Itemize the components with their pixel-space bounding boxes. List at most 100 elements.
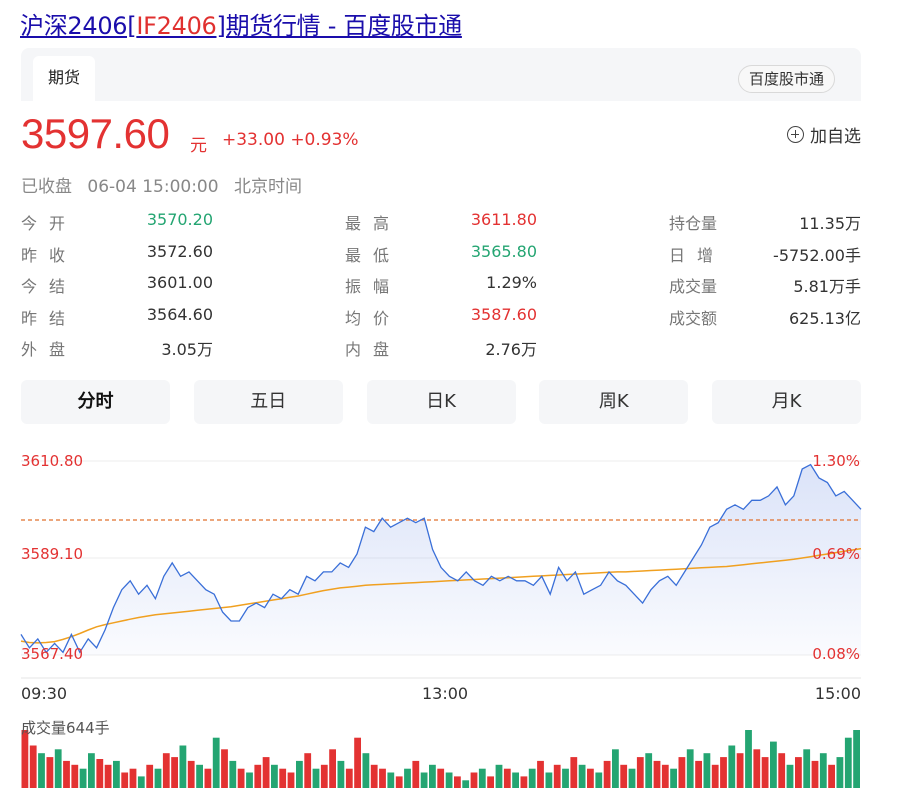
- stat-row: 内盘 2.76万: [345, 336, 537, 366]
- volume-bar: [312, 768, 320, 788]
- volume-bar: [520, 776, 528, 788]
- volume-bar: [528, 768, 536, 788]
- current-price: 3597.60: [21, 110, 170, 157]
- period-tab[interactable]: 分时: [21, 380, 170, 424]
- volume-bar: [803, 749, 811, 788]
- volume-bar: [478, 768, 486, 788]
- stat-value: 11.35万: [799, 214, 861, 233]
- volume-bar: [337, 760, 345, 788]
- add-watchlist-button[interactable]: 加自选: [787, 122, 861, 147]
- volume-bar: [853, 730, 860, 788]
- volume-bar: [828, 764, 835, 788]
- volume-bar: [578, 764, 586, 788]
- volume-bar: [196, 764, 203, 788]
- stat-value: 1.29%: [486, 273, 537, 292]
- stat-row: 最高 3611.80: [345, 210, 537, 240]
- stat-row: 成交量 5.81万手: [669, 273, 861, 303]
- tab-bar: 期货 百度股市通: [21, 48, 861, 101]
- volume-bar: [595, 772, 603, 788]
- volume-bar: [54, 749, 62, 788]
- stat-value: -5752.00手: [773, 245, 861, 265]
- volume-bar: [553, 764, 561, 788]
- stat-value: 625.13亿: [789, 308, 861, 328]
- period-tab[interactable]: 日K: [366, 380, 516, 424]
- volume-bar: [187, 760, 195, 788]
- avg-price-line: [20, 547, 862, 644]
- volume-bar: [703, 753, 711, 788]
- x-tick-start: 09:30: [21, 684, 68, 703]
- volume-bar: [370, 764, 378, 788]
- period-tab[interactable]: 周K: [539, 380, 689, 424]
- volume-bar: [512, 772, 519, 788]
- tab-futures[interactable]: 期货: [33, 56, 95, 101]
- volume-bar: [154, 768, 162, 788]
- stat-row: 今结 3601.00: [21, 273, 213, 303]
- stat-row: 昨收 3572.60: [21, 242, 213, 272]
- volume-bar: [379, 768, 386, 788]
- stat-value: 3611.80: [470, 210, 537, 229]
- period-tab[interactable]: 月K: [712, 380, 861, 424]
- volume-bar: [79, 768, 87, 788]
- price-area: [21, 464, 861, 655]
- volume-bar: [63, 760, 70, 788]
- volume-bar: [320, 764, 328, 788]
- stat-row: 昨结 3564.60: [21, 305, 213, 335]
- volume-bar: [345, 768, 353, 788]
- stat-label: 持仓量: [669, 214, 718, 233]
- stat-row: 均价 3587.60: [345, 305, 537, 335]
- volume-bar: [603, 760, 611, 788]
- stat-row: 日增 -5752.00手: [669, 242, 861, 272]
- volume-bar: [412, 760, 420, 788]
- title-suffix: ]期货行情 - 百度股市通: [216, 12, 463, 40]
- volume-bar: [420, 772, 428, 788]
- volume-bar: [678, 757, 686, 788]
- y-tick-left-bottom: 3567.40: [21, 645, 84, 663]
- volume-bar: [761, 757, 769, 788]
- stat-row: 振幅 1.29%: [345, 273, 537, 303]
- y-tick-right-bottom: 0.08%: [812, 645, 860, 663]
- volume-bar: [753, 749, 761, 788]
- stat-label: 成交额: [669, 308, 718, 328]
- page-title[interactable]: 沪深2406[IF2406]期货行情 - 百度股市通: [20, 6, 462, 41]
- stat-row: 外盘 3.05万: [21, 336, 213, 366]
- volume-bar: [271, 764, 278, 788]
- period-tab[interactable]: 五日: [193, 380, 343, 424]
- status-datetime: 06-04 15:00:00: [87, 177, 219, 197]
- stat-label: 昨结: [21, 308, 78, 328]
- y-tick-right-top: 1.30%: [812, 452, 860, 470]
- stat-value: 3601.00: [146, 273, 213, 292]
- volume-bar: [819, 753, 827, 788]
- volume-bar: [162, 753, 170, 788]
- volume-bar: [237, 768, 245, 788]
- volume-bar: [628, 768, 636, 788]
- volume-bar: [545, 772, 553, 788]
- volume-bar: [212, 737, 220, 788]
- stat-label: 振幅: [345, 277, 402, 296]
- volume-bar: [670, 768, 677, 788]
- volume-bar: [445, 772, 453, 788]
- period-tabs: 分时 五日 日K 周K 月K: [21, 380, 861, 424]
- status-text: 已收盘: [21, 177, 72, 197]
- volume-bar: [362, 753, 370, 788]
- volume-bar: [695, 760, 702, 788]
- stat-label: 内盘: [345, 340, 402, 359]
- y-tick-right-mid: 0.69%: [812, 545, 860, 563]
- brand-badge[interactable]: 百度股市通: [737, 65, 835, 93]
- plus-circle-icon: [787, 126, 804, 143]
- stat-value: 3587.60: [470, 304, 537, 324]
- volume-bar: [653, 760, 661, 788]
- stat-label: 今开: [21, 214, 78, 233]
- volume-bar: [795, 757, 802, 788]
- volume-bar: [304, 753, 312, 788]
- volume-bar: [811, 760, 819, 788]
- title-prefix: 沪深2406[: [20, 12, 137, 40]
- volume-bar: [503, 768, 511, 788]
- stat-row: 成交额 625.13亿: [669, 305, 861, 335]
- volume-bar: [246, 772, 253, 788]
- volume-bar: [21, 730, 29, 788]
- volume-bar: [88, 753, 95, 788]
- volume-bar: [636, 757, 644, 788]
- volume-bar: [778, 753, 786, 788]
- volume-bar: [113, 760, 120, 788]
- volume-bar: [46, 757, 54, 788]
